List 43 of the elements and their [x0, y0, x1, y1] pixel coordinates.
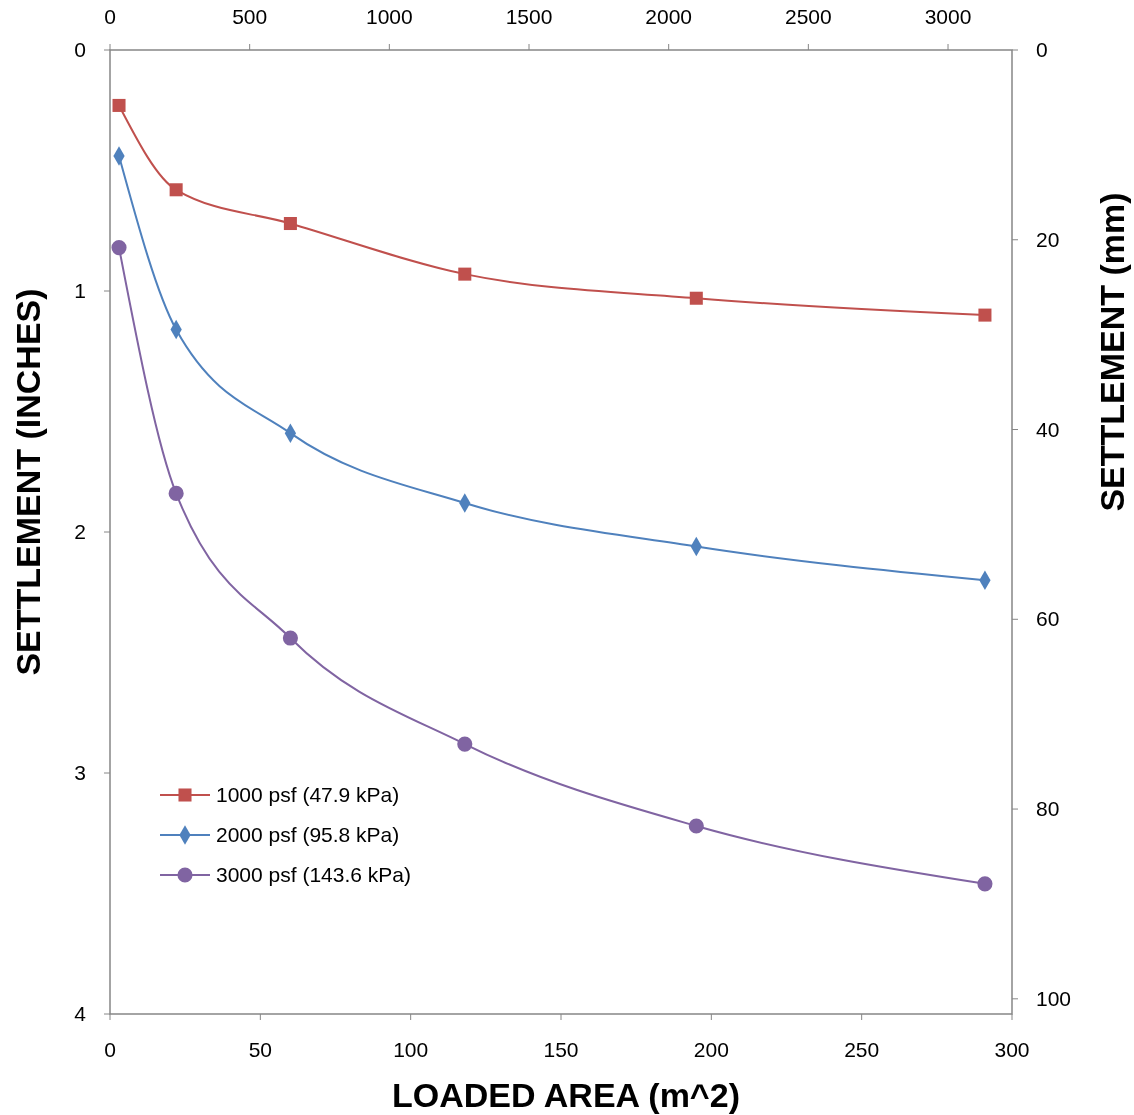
y2-tick-label: 80 [1036, 797, 1060, 821]
x-tick-label: 300 [994, 1038, 1030, 1061]
point [977, 876, 993, 892]
y2-tick-label: 40 [1036, 417, 1060, 441]
x-tick-label: 250 [844, 1038, 880, 1061]
x-tick-label: 0 [104, 1038, 116, 1061]
x-tick-label: 100 [393, 1038, 429, 1061]
point [111, 240, 127, 256]
x2-tick-label: 2500 [785, 5, 832, 28]
point [283, 217, 297, 231]
x2-tick-label: 0 [104, 5, 116, 28]
y-tick-label: 0 [74, 38, 86, 61]
y-tick-label: 4 [74, 1002, 87, 1025]
x-tick-label: 200 [693, 1038, 729, 1061]
y2-tick-label: 20 [1036, 227, 1060, 251]
y2-tick-label: 100 [1036, 986, 1072, 1010]
x2-tick-label: 3000 [924, 5, 972, 28]
x2-tick-label: 500 [232, 5, 268, 28]
legend-label: 3000 psf (143.6 kPa) [216, 863, 411, 886]
x2-tick-label: 2000 [645, 5, 693, 28]
legend-label: 1000 psf (47.9 kPa) [216, 783, 400, 806]
y-tick-label: 2 [74, 520, 86, 543]
point [282, 630, 298, 646]
x-axis-title: LOADED AREA (m^2) [392, 1076, 740, 1114]
point [978, 308, 992, 322]
y2-tick-label: 60 [1036, 607, 1060, 631]
x2-tick-label: 1500 [505, 5, 553, 28]
y-tick-label: 1 [74, 279, 86, 302]
legend-label: 2000 psf (95.8 kPa) [216, 823, 400, 846]
y2-axis-title: SETTLEMENT (mm) [1093, 192, 1131, 512]
x-tick-label: 150 [543, 1038, 579, 1061]
point [458, 267, 472, 281]
point [688, 818, 704, 834]
point [169, 183, 183, 197]
point [457, 736, 473, 752]
point [168, 485, 184, 501]
x-tick-label: 50 [248, 1038, 273, 1061]
point [112, 98, 126, 112]
y2-tick-label: 0 [1036, 38, 1048, 61]
point [689, 291, 703, 305]
y-tick-label: 3 [74, 761, 86, 784]
y-axis-title: SETTLEMENT (INCHES) [9, 288, 47, 676]
x2-tick-label: 1000 [365, 5, 413, 28]
